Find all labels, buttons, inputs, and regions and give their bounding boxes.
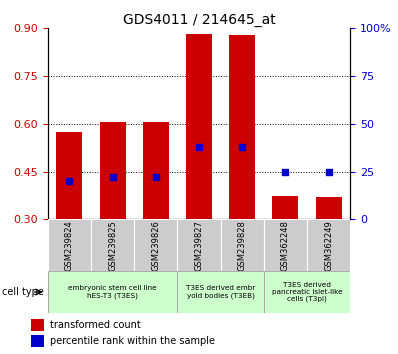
Title: GDS4011 / 214645_at: GDS4011 / 214645_at (123, 13, 275, 27)
Point (66, 178, 72, 184)
Point (152, 175, 159, 180)
Bar (31, 319, 44, 331)
Text: transformed count: transformed count (51, 320, 141, 330)
Text: GSM239827: GSM239827 (195, 220, 203, 270)
Point (239, 144, 246, 150)
Point (326, 169, 332, 175)
Bar (48, 219, 91, 271)
Bar (220, 219, 264, 271)
Text: GSM362249: GSM362249 (324, 220, 333, 270)
Point (109, 175, 116, 180)
Bar (178, 219, 220, 271)
Bar (134, 219, 178, 271)
Bar (31, 335, 44, 347)
Bar (48, 271, 178, 313)
Bar (316, 196, 341, 219)
Text: GSM239825: GSM239825 (108, 220, 117, 270)
Text: cell type: cell type (2, 287, 44, 297)
Text: GSM362248: GSM362248 (281, 220, 290, 270)
Point (282, 169, 289, 175)
Text: GSM239824: GSM239824 (65, 220, 74, 270)
Text: T3ES derived
pancreatic islet-like
cells (T3pi): T3ES derived pancreatic islet-like cells… (272, 282, 342, 302)
Bar (264, 219, 307, 271)
Bar (273, 195, 298, 219)
Bar (264, 271, 350, 313)
Bar (229, 35, 255, 219)
Text: GSM239828: GSM239828 (238, 220, 247, 270)
Bar (143, 122, 169, 219)
Bar (91, 219, 134, 271)
Bar (100, 122, 125, 219)
Bar (57, 132, 82, 219)
Bar (307, 219, 350, 271)
Point (196, 144, 202, 150)
Text: percentile rank within the sample: percentile rank within the sample (51, 336, 215, 346)
Bar (178, 271, 264, 313)
Text: embryonic stem cell line
hES-T3 (T3ES): embryonic stem cell line hES-T3 (T3ES) (68, 285, 157, 299)
Bar (186, 34, 212, 219)
Text: GSM239826: GSM239826 (151, 220, 160, 270)
Text: T3ES derived embr
yoid bodies (T3EB): T3ES derived embr yoid bodies (T3EB) (186, 285, 255, 299)
